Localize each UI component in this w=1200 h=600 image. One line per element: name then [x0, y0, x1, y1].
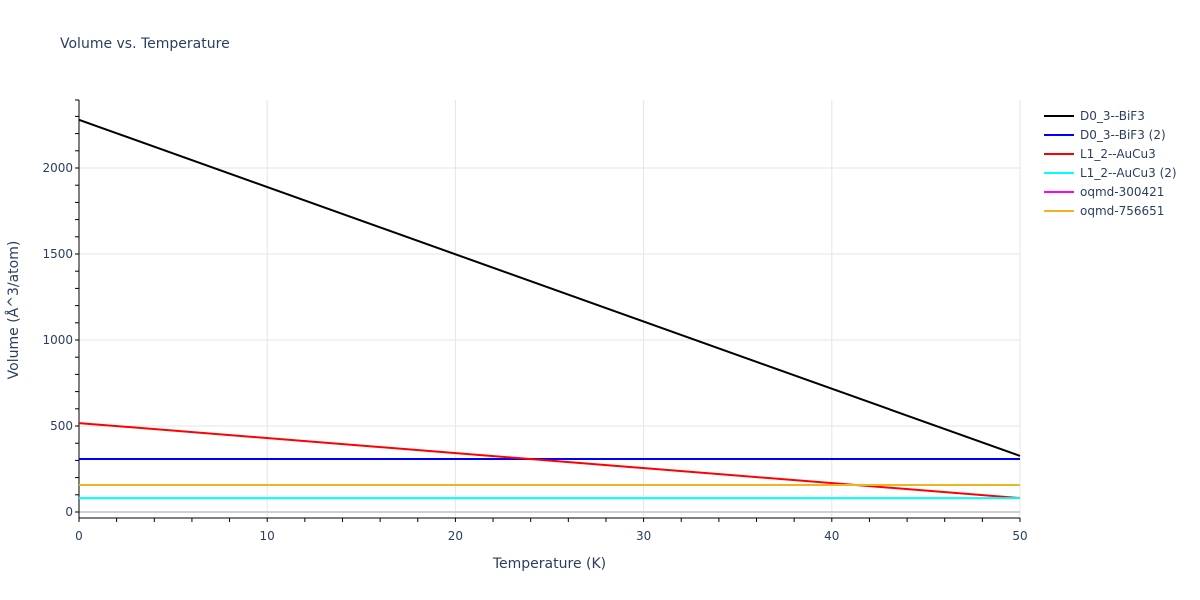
legend-label: D0_3--BiF3 — [1080, 108, 1145, 123]
y-tick-label: 0 — [65, 505, 73, 519]
legend-item[interactable]: oqmd-300421 — [1044, 182, 1177, 201]
legend-item[interactable]: L1_2--AuCu3 (2) — [1044, 163, 1177, 182]
legend-label: oqmd-756651 — [1080, 203, 1165, 218]
x-tick-label: 50 — [1012, 529, 1027, 543]
legend-item[interactable]: D0_3--BiF3 — [1044, 106, 1177, 125]
chart-title: Volume vs. Temperature — [60, 36, 230, 52]
legend-item[interactable]: oqmd-756651 — [1044, 201, 1177, 220]
legend-item[interactable]: L1_2--AuCu3 — [1044, 144, 1177, 163]
legend-line-icon — [1044, 152, 1074, 155]
y-tick-label: 2000 — [42, 161, 73, 175]
legend-item[interactable]: D0_3--BiF3 (2) — [1044, 125, 1177, 144]
y-tick-label: 1500 — [42, 247, 73, 261]
series-line[interactable] — [78, 422, 1021, 500]
legend-line-icon — [1044, 114, 1074, 117]
x-tick-label: 30 — [636, 529, 651, 543]
x-axis-title: Temperature (K) — [492, 556, 606, 572]
y-axis-title: Volume (Å^3/atom) — [5, 241, 22, 380]
x-tick-label: 40 — [824, 529, 839, 543]
legend-line-icon — [1044, 209, 1074, 212]
x-tick-label: 20 — [448, 529, 463, 543]
legend-label: D0_3--BiF3 (2) — [1080, 127, 1166, 142]
legend-line-icon — [1044, 133, 1074, 136]
legend-label: L1_2--AuCu3 (2) — [1080, 165, 1177, 180]
legend-label: L1_2--AuCu3 — [1080, 146, 1156, 161]
legend: D0_3--BiF3 D0_3--BiF3 (2) L1_2--AuCu3 L1_2-… — [1044, 106, 1177, 220]
legend-label: oqmd-300421 — [1080, 184, 1165, 199]
x-tick-label: 0 — [75, 529, 83, 543]
x-tick-label: 10 — [260, 529, 275, 543]
y-tick-label: 1000 — [42, 333, 73, 347]
y-tick-label: 500 — [50, 419, 73, 433]
series-line[interactable] — [78, 118, 1021, 457]
legend-line-icon — [1044, 190, 1074, 193]
legend-line-icon — [1044, 171, 1074, 174]
